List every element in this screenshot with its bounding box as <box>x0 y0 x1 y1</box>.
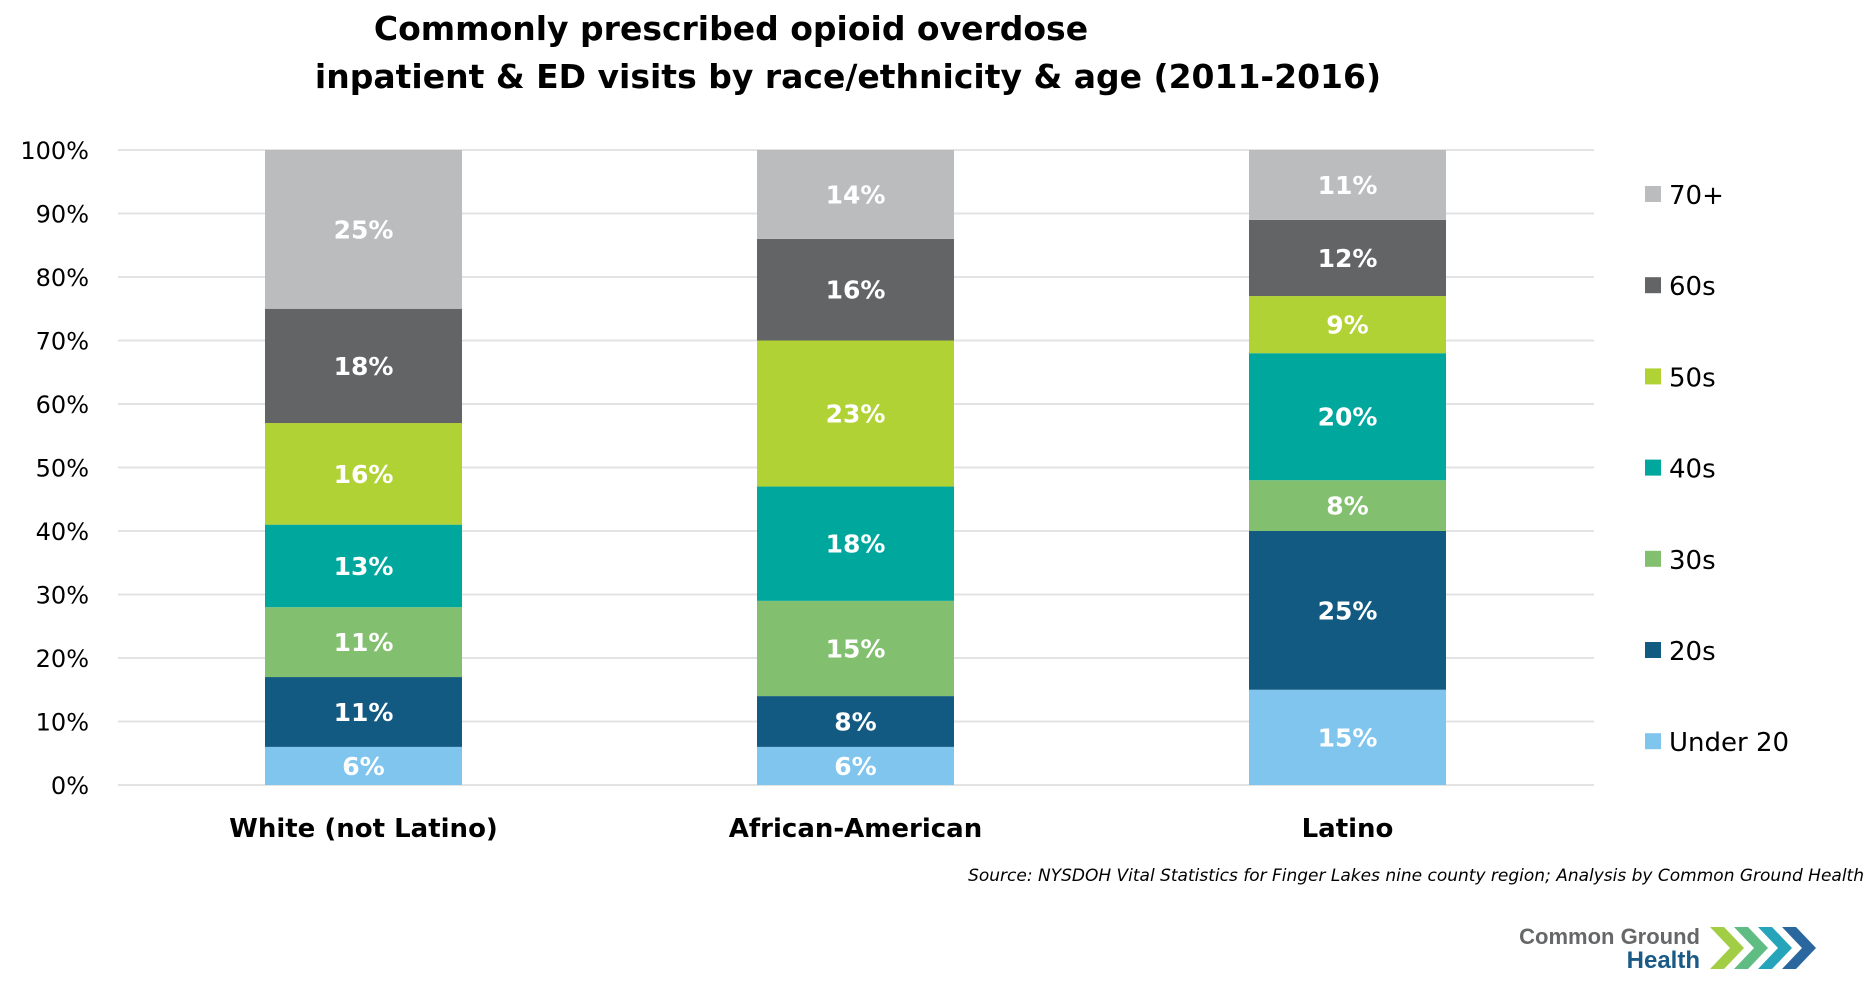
data-label: 15% <box>826 634 886 663</box>
data-label: 16% <box>334 460 394 489</box>
bar-stack: 15% 25% 8% 20% 9% 12% 11% <box>1249 150 1446 785</box>
bar-segment <box>757 150 954 239</box>
y-tick-label: 70% <box>36 328 89 356</box>
bar-segment <box>265 150 462 309</box>
data-label: 13% <box>334 552 394 581</box>
data-label: 11% <box>334 698 394 727</box>
bar-segment <box>265 308 462 424</box>
data-label: 12% <box>1318 244 1378 273</box>
y-tick-label: 50% <box>36 455 89 483</box>
x-axis-ticks: White (not Latino) African-American Latino <box>229 814 1393 844</box>
bar-segment <box>265 746 462 785</box>
bar-stack: 6% 8% 15% 18% 23% 16% 14% <box>757 150 954 785</box>
legend-swatch <box>1645 733 1661 750</box>
bar-segment <box>265 423 462 525</box>
bar-segment <box>1249 296 1446 354</box>
bar-segment <box>1249 531 1446 690</box>
y-tick-label: 40% <box>36 518 89 546</box>
bar-stack: 6% 11% 11% 13% 16% 18% 25% <box>265 150 462 785</box>
chevron-arrows-icon <box>1710 927 1816 969</box>
data-label: 9% <box>1326 311 1368 340</box>
bar-segment <box>1249 219 1446 297</box>
y-tick-label: 20% <box>36 645 89 673</box>
chart-title-line-2: inpatient & ED visits by race/ethnicity … <box>315 57 1381 96</box>
legend-swatch <box>1645 642 1661 658</box>
legend-swatch <box>1645 550 1661 567</box>
bar-segment <box>757 696 954 747</box>
data-label: 8% <box>834 708 876 737</box>
x-tick-label: White (not Latino) <box>229 814 498 844</box>
legend-swatch <box>1645 459 1661 476</box>
data-label: 18% <box>334 352 394 381</box>
data-label: 25% <box>334 215 394 244</box>
data-label: 11% <box>334 628 394 657</box>
data-label: 20% <box>1318 403 1378 432</box>
data-label: 18% <box>826 530 886 559</box>
legend-item: 20s <box>1645 637 1716 667</box>
data-label: 25% <box>1318 596 1378 625</box>
y-tick-label: 60% <box>36 391 89 419</box>
data-label: 23% <box>826 400 886 429</box>
logo-text-line-2: Health <box>1627 947 1700 974</box>
legend-item: 50s <box>1645 363 1716 393</box>
data-label: 8% <box>1326 492 1368 521</box>
legend-label: 20s <box>1669 637 1716 667</box>
bar-segment <box>757 486 954 601</box>
legend-label: 40s <box>1669 455 1716 485</box>
legend-item: 40s <box>1645 455 1716 485</box>
bar-segment <box>757 238 954 341</box>
y-axis-ticks: 0% 10% 20% 30% 40% 50% 60% 70% 80% 90% 100% <box>20 137 89 800</box>
x-tick-label: Latino <box>1302 814 1394 844</box>
legend-swatch <box>1645 186 1661 202</box>
data-label: 14% <box>826 180 886 209</box>
legend-item: 70+ <box>1645 181 1724 211</box>
bar-segment <box>1249 150 1446 220</box>
bar-segment <box>265 607 462 678</box>
chevron-shape <box>1758 927 1792 969</box>
bar-segment <box>265 524 462 608</box>
y-tick-label: 0% <box>51 772 89 800</box>
x-tick-label: African-American <box>729 814 982 844</box>
y-tick-label: 100% <box>20 137 89 165</box>
legend-label: 30s <box>1669 546 1716 576</box>
data-label: 11% <box>1318 171 1378 200</box>
chevron-shape <box>1710 927 1744 969</box>
legend-label: Under 20 <box>1669 728 1789 758</box>
chart-title: Commonly prescribed opioid overdose inpa… <box>315 9 1381 96</box>
legend-swatch <box>1645 368 1661 385</box>
legend-label: 60s <box>1669 272 1716 302</box>
bar-segment <box>265 677 462 747</box>
y-tick-label: 80% <box>36 264 89 292</box>
chevron-shape <box>1782 927 1816 969</box>
chevron-shape <box>1734 927 1768 969</box>
data-label: 6% <box>834 752 876 781</box>
legend-item: 30s <box>1645 546 1716 576</box>
source-note: Source: NYSDOH Vital Statistics for Fing… <box>968 866 1864 886</box>
legend-item: 60s <box>1645 272 1716 302</box>
y-tick-label: 30% <box>36 582 89 610</box>
legend-swatch <box>1645 277 1661 294</box>
legend-label: 50s <box>1669 363 1716 393</box>
bar-segment <box>1249 689 1446 785</box>
bar-segment <box>1249 480 1446 531</box>
data-label: 6% <box>342 752 384 781</box>
bars: 6% 11% 11% 13% 16% 18% 25% 6% 8% 15% 18% 23% 16% 14% 1… <box>265 150 1446 785</box>
data-label: 15% <box>1318 723 1378 752</box>
logo-text-line-1: Common Ground <box>1519 924 1700 949</box>
chart-title-line-1: Commonly prescribed opioid overdose <box>374 9 1088 48</box>
bar-segment <box>757 746 954 785</box>
y-tick-label: 90% <box>36 201 89 229</box>
legend-label: 70+ <box>1669 181 1724 211</box>
y-tick-label: 10% <box>36 709 89 737</box>
legend-item: Under 20 <box>1645 728 1789 758</box>
bar-segment <box>1249 353 1446 481</box>
data-label: 16% <box>826 276 886 305</box>
common-ground-health-logo: Common Ground Health <box>1519 924 1816 974</box>
bar-segment <box>757 340 954 487</box>
bar-segment <box>757 600 954 697</box>
legend: 70+ 60s 50s 40s 30s 20s Under 20 <box>1645 181 1789 758</box>
